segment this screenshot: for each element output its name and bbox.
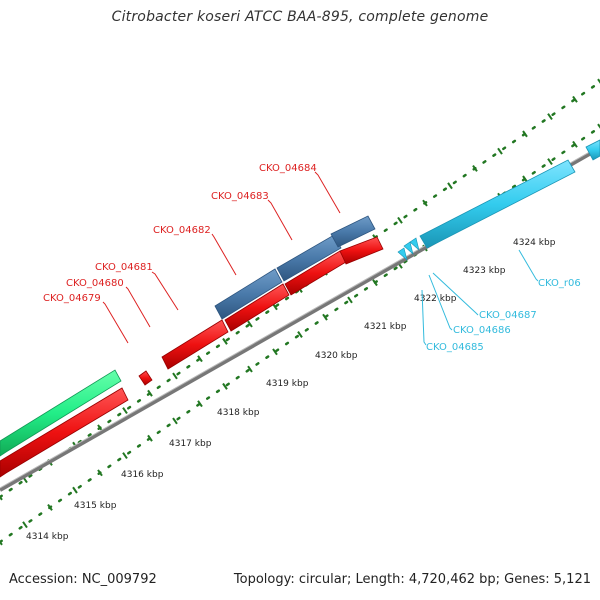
outer-major-tick [447,182,453,190]
scale-label-4316: 4316 kbp [121,470,164,480]
outer-major-tick [0,495,3,501]
outer-major-tick [472,165,478,172]
gene-label-cko-04683: CKO_04683 [211,191,269,202]
gene-label-cko-04685: CKO_04685 [426,342,484,353]
gene-block-cko-04680 [138,370,153,386]
gene-block-cko-04679 [0,387,129,478]
outer-major-tick [422,199,428,207]
scale-label-4315: 4315 kbp [74,501,117,511]
outer-major-tick [497,147,503,155]
leader-cko-04679 [102,301,129,344]
gene-label-cko-r06: CKO_r06 [538,278,581,289]
gene-block-cko-04683 [276,234,342,282]
scale-label-4314: 4314 kbp [26,532,69,542]
leader-cko-04685 [421,289,427,346]
outer-major-tick [397,216,403,224]
outer-major-tick [572,95,578,103]
gene-block-cko-04686 [403,241,414,255]
gene-block-rna-edge [585,139,600,161]
outer-major-tick [522,130,528,138]
gene-block-cko-04687 [409,237,420,251]
other-features [0,369,122,457]
inner-major-tick [547,158,553,166]
gene-label-leaders [102,171,539,346]
reverse-strand-genes [0,236,384,478]
inner-major-tick [47,503,53,511]
gene-block-cko-04684-rev [339,236,384,265]
inner-major-tick [522,175,528,183]
gene-block-cko-04681 [161,319,229,370]
gene-labels-top: CKO_04679 CKO_04680 CKO_04681 CKO_04682 … [43,163,317,304]
rna-genes [397,139,600,261]
gene-block-cko-04682-rev [224,283,290,332]
leader-cko-r06 [518,249,539,282]
outer-major-tick [547,113,553,121]
gene-labels-bottom: CKO_r06 CKO_04687 CKO_04686 CKO_04685 [426,278,581,353]
scale-label-4322: 4322 kbp [414,294,457,304]
outer-major-tick [172,372,178,380]
gene-label-cko-04679: CKO_04679 [43,293,101,304]
forward-strand-genes [214,215,376,320]
inner-major-tick [197,400,203,408]
inner-major-tick [97,469,103,477]
leader-cko-04682 [211,233,237,276]
scale-label-4321: 4321 kbp [364,322,407,332]
scale-label-4319: 4319 kbp [266,379,309,389]
leader-cko-04681 [151,271,179,311]
inner-major-tick [0,540,3,546]
inner-major-tick [372,279,378,287]
gene-block-cko-04685 [397,247,408,261]
inner-major-tick [147,434,153,442]
map-title: Citrobacter koseri ATCC BAA-895, complet… [111,9,489,25]
scale-label-4323: 4323 kbp [463,266,506,276]
outer-major-tick [222,337,228,345]
outer-major-tick [122,407,128,414]
leader-cko-04680 [125,286,151,328]
gene-label-cko-04681: CKO_04681 [95,262,153,273]
gene-label-cko-04686: CKO_04686 [453,325,511,336]
leader-cko-04686 [428,274,453,331]
scale-label-4320: 4320 kbp [315,351,358,361]
outer-major-tick [147,389,153,397]
inner-major-tick [272,348,278,356]
outer-major-tick [197,355,203,363]
scale-labels: 4314 kbp 4315 kbp 4316 kbp 4317 kbp 4318… [26,238,556,542]
leader-cko-04687 [432,272,479,316]
genome-summary-label: Topology: circular; Length: 4,720,462 bp… [233,572,591,587]
accession-label: Accession: NC_009792 [9,572,157,587]
inner-major-tick [222,382,228,390]
inner-major-tick [172,417,178,425]
inner-major-tick [572,140,578,148]
gene-block-cko-04684 [330,215,376,248]
inner-major-tick [297,331,303,338]
inner-major-tick [597,123,600,129]
leader-cko-04683 [267,199,293,241]
scale-label-4318: 4318 kbp [217,408,260,418]
scale-label-4317: 4317 kbp [169,439,212,449]
gene-label-cko-04682: CKO_04682 [153,225,211,236]
inner-major-tick [347,296,353,304]
gene-label-cko-04684: CKO_04684 [259,163,317,174]
outer-major-tick [597,78,600,84]
inner-major-tick [22,521,28,529]
outer-major-tick [247,320,253,328]
leader-cko-04684 [314,171,341,214]
inner-major-tick [122,452,128,459]
inner-major-tick [322,313,328,321]
inner-major-tick [247,365,253,373]
gene-block-cko-04682 [214,268,283,320]
gene-block-cko-r06 [419,159,576,249]
feature-block-green [0,369,122,457]
inner-major-tick [72,486,78,494]
scale-label-4324: 4324 kbp [513,238,556,248]
gene-label-cko-04687: CKO_04687 [479,310,537,321]
gene-label-cko-04680: CKO_04680 [66,278,124,289]
